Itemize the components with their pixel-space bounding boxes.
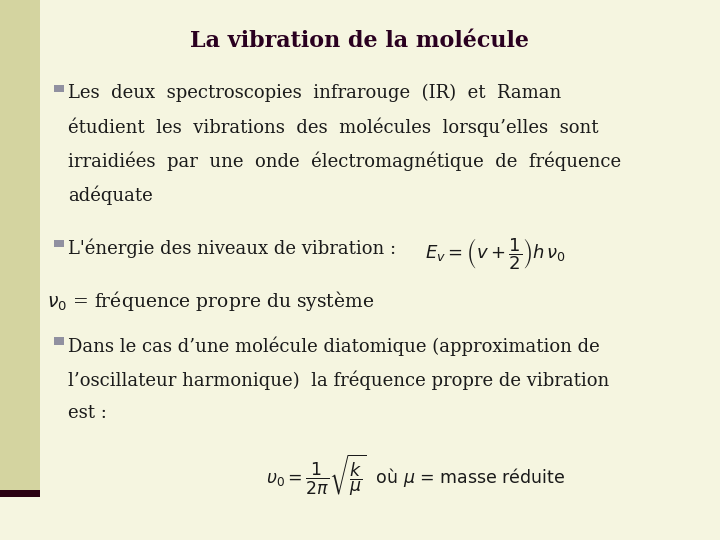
Bar	[54, 85, 64, 92]
Bar	[54, 338, 64, 345]
Text: étudient  les  vibrations  des  molécules  lorsqu’elles  sont: étudient les vibrations des molécules lo…	[68, 118, 599, 137]
Text: Les  deux  spectroscopies  infrarouge  (IR)  et  Raman: Les deux spectroscopies infrarouge (IR) …	[68, 84, 562, 102]
Text: $\upsilon_0 = \dfrac{1}{2\pi}\sqrt{\dfrac{k}{\mu}}$  où $\mu$ = masse réduite: $\upsilon_0 = \dfrac{1}{2\pi}\sqrt{\dfra…	[266, 452, 565, 498]
Text: $E_v = \left(v+\dfrac{1}{2}\right)h\,\nu_0$: $E_v = \left(v+\dfrac{1}{2}\right)h\,\nu…	[425, 236, 566, 272]
Text: est :: est :	[68, 404, 107, 422]
Text: irraidiées  par  une  onde  électromagnétique  de  fréquence: irraidiées par une onde électromagnétiqu…	[68, 152, 621, 171]
Text: adéquate: adéquate	[68, 186, 153, 205]
Bar	[0, 490, 40, 497]
Text: Dans le cas d’une molécule diatomique (approximation de: Dans le cas d’une molécule diatomique (a…	[68, 336, 600, 356]
Bar	[54, 240, 64, 247]
Text: l’oscillateur harmonique)  la fréquence propre de vibration: l’oscillateur harmonique) la fréquence p…	[68, 370, 610, 390]
Text: L'énergie des niveaux de vibration :: L'énergie des niveaux de vibration :	[68, 239, 402, 258]
Text: $\nu_0$ = fréquence propre du système: $\nu_0$ = fréquence propre du système	[47, 289, 374, 313]
Bar	[0, 0, 40, 497]
Text: La vibration de la molécule: La vibration de la molécule	[191, 30, 529, 52]
